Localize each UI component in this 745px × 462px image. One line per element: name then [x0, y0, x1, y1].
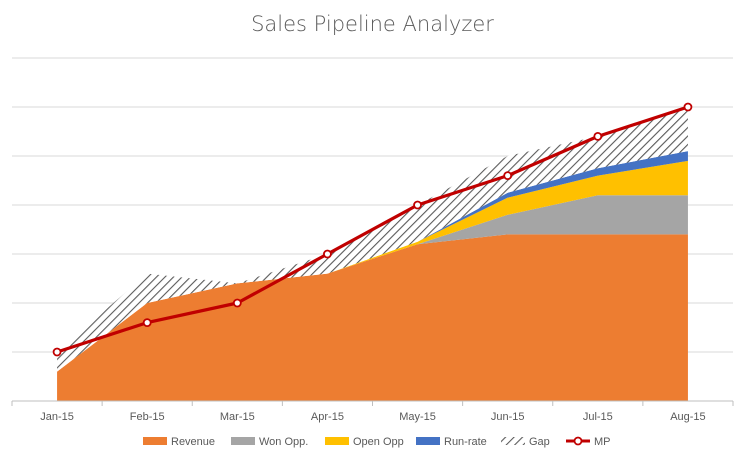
x-tick-label: Feb-15	[130, 411, 165, 423]
legend-swatch-won-opp	[231, 437, 255, 445]
point-mp	[503, 171, 513, 181]
x-tick-label: Jul-15	[583, 411, 613, 423]
area-layer	[57, 107, 688, 401]
point-mp	[413, 200, 422, 210]
legend-swatch-gap	[501, 437, 525, 445]
legend-swatch-open-opp	[325, 437, 349, 445]
legend-label-gap: Gap	[529, 436, 550, 448]
line-layer	[52, 102, 693, 357]
point-mp	[683, 102, 693, 112]
axis-layer: Jan-15 Feb-15 Mar-15 Apr-15 May-15 Jun-15 Jul-…	[11, 400, 734, 423]
line-mp	[56, 105, 689, 354]
area-open-opp	[57, 160, 688, 372]
legend-swatch-revenue	[143, 437, 167, 445]
x-tick-label: Apr-15	[311, 411, 344, 423]
x-tick-label: Mar-15	[220, 411, 255, 423]
legend-label-mp: MP	[594, 436, 611, 448]
legend-label-revenue: Revenue	[171, 436, 215, 448]
chart-title: Sales Pipeline Analyzer	[251, 12, 494, 36]
legend-layer: Revenue Won Opp. Open Opp Run-rate Gap MP	[143, 436, 611, 448]
x-tick-label: Jan-15	[40, 411, 74, 423]
legend-swatch-run-rate	[416, 437, 440, 445]
legend-label-open-opp: Open Opp	[353, 436, 404, 448]
legend-label-run-rate: Run-rate	[444, 436, 487, 448]
area-gap	[57, 107, 688, 372]
point-mp	[323, 249, 332, 259]
area-revenue	[57, 234, 688, 401]
area-won-opp	[57, 195, 688, 372]
point-mp	[593, 131, 603, 141]
point-mp	[142, 318, 152, 328]
legend-marker-mp	[573, 436, 583, 446]
point-mp	[52, 347, 62, 357]
x-tick-label: May-15	[399, 411, 436, 423]
x-tick-label: Aug-15	[670, 411, 705, 423]
x-tick-label: Jun-15	[491, 411, 525, 423]
legend-label-won-opp: Won Opp.	[259, 436, 308, 448]
point-mp	[232, 298, 242, 308]
